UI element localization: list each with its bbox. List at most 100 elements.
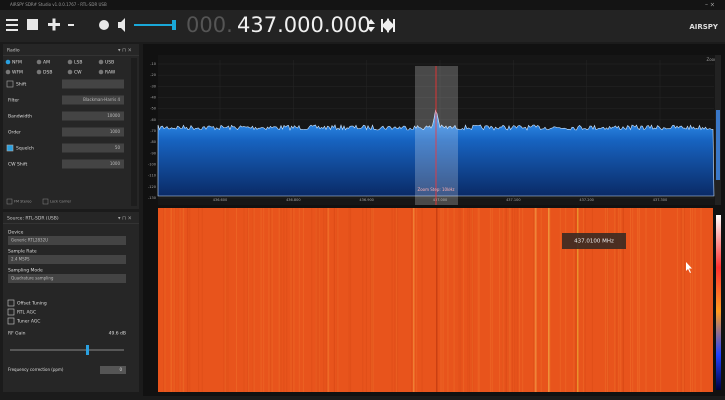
waterfall-noise (690, 208, 691, 392)
x-scale-label: 436.900 (359, 198, 373, 202)
waterfall-noise (254, 208, 255, 392)
window-controls[interactable]: – × (705, 2, 715, 9)
check-label: RTL AGC (17, 310, 36, 316)
checkbox[interactable] (7, 145, 13, 151)
waterfall-noise (533, 208, 534, 392)
field-value: 1000 (110, 129, 121, 134)
waterfall-noise (283, 208, 284, 392)
field-label: Bandwidth (8, 114, 32, 120)
waterfall-noise (223, 208, 224, 392)
waterfall-noise (323, 208, 324, 392)
waterfall-noise (244, 208, 245, 392)
stop-button[interactable] (27, 19, 38, 30)
tooltip-text: 437.0100 MHz (574, 239, 614, 245)
mode-radio[interactable] (37, 70, 42, 75)
mode-radio[interactable] (6, 70, 11, 75)
mode-radio[interactable] (99, 70, 104, 75)
panel-controls[interactable]: ▾ ⊓ × (118, 48, 132, 54)
y-scale-label: -110 (148, 174, 156, 178)
center-label: Zoom Step: 10kHz (417, 187, 454, 192)
x-scale-label: 437.100 (506, 198, 520, 202)
gain-knob[interactable] (86, 345, 89, 355)
waterfall-noise (337, 208, 338, 392)
waterfall-noise (519, 208, 520, 392)
mode-radio[interactable] (68, 70, 73, 75)
x-scale-label: 437.200 (579, 198, 593, 202)
waterfall-noise (639, 208, 640, 392)
waterfall (158, 208, 713, 392)
waterfall-noise (318, 208, 319, 392)
waterfall-noise (163, 208, 164, 392)
mode-label: AM (43, 60, 50, 66)
waterfall-noise (236, 208, 237, 392)
y-scale-label: -70 (150, 129, 156, 133)
y-scale-label: -120 (148, 185, 156, 189)
waterfall-noise (349, 208, 350, 392)
mode-radio[interactable] (37, 60, 42, 65)
waterfall-noise (499, 208, 500, 392)
waterfall-noise (261, 208, 262, 392)
ppm-input[interactable] (100, 366, 126, 374)
x-scale-label: 436.600 (213, 198, 227, 202)
gain-value: 49.6 dB (109, 331, 126, 337)
signal-trace (535, 208, 537, 392)
add-button[interactable] (53, 19, 56, 31)
field-input[interactable] (62, 80, 124, 89)
waterfall-noise (630, 208, 631, 392)
waterfall-noise (443, 208, 444, 392)
volume-knob[interactable] (172, 20, 176, 30)
waterfall-noise (701, 208, 702, 392)
spectrum-contrast[interactable] (716, 110, 720, 180)
waterfall-noise (692, 208, 693, 392)
waterfall-noise (299, 208, 300, 392)
waterfall-noise (311, 208, 312, 392)
waterfall-noise (370, 208, 371, 392)
x-scale-label: 436.800 (286, 198, 300, 202)
waterfall-noise (514, 208, 515, 392)
radio-panel: Radio ▾ ⊓ × NFMAMLSBUSBWFMDSBCWRAWShiftF… (3, 44, 139, 209)
y-scale-label: -50 (150, 107, 156, 111)
waterfall-noise (316, 208, 317, 392)
y-scale-label: -20 (150, 73, 156, 77)
menu-icon[interactable] (6, 24, 18, 26)
frequency-display[interactable]: 437.000.000 (237, 13, 371, 37)
mode-radio[interactable] (99, 60, 104, 65)
waterfall-noise (350, 208, 351, 392)
waterfall-noise (187, 208, 188, 392)
panel-controls[interactable]: ▾ ⊓ × (118, 216, 132, 222)
filter-band[interactable] (415, 66, 458, 205)
waterfall-noise (179, 208, 180, 392)
waterfall-noise (479, 208, 480, 392)
settings-button[interactable] (99, 20, 109, 30)
waterfall-noise (397, 208, 398, 392)
waterfall-noise (303, 208, 304, 392)
menu-icon[interactable] (6, 29, 18, 31)
field-label: Filter (8, 98, 19, 104)
field-value: 10000 (107, 113, 120, 118)
gain-label: RF Gain (8, 331, 26, 337)
minus-button[interactable] (68, 24, 74, 26)
y-scale-label: -30 (150, 84, 156, 88)
waterfall-noise (366, 208, 367, 392)
waterfall-noise (247, 208, 248, 392)
waterfall-noise (362, 208, 363, 392)
y-scale-label: -60 (150, 118, 156, 122)
field-value: 1000 (110, 161, 121, 166)
mode-radio[interactable] (6, 60, 11, 65)
waterfall-noise (560, 208, 561, 392)
scrollbar[interactable] (131, 58, 137, 206)
waterfall-noise (549, 208, 550, 392)
waterfall-noise (372, 208, 373, 392)
y-scale-label: -100 (148, 163, 156, 167)
menu-icon[interactable] (6, 19, 18, 21)
mode-radio[interactable] (68, 60, 73, 65)
mode-label: CW (74, 70, 82, 76)
waterfall-noise (281, 208, 282, 392)
signal-trace (436, 208, 438, 392)
waterfall-noise (478, 208, 479, 392)
waterfall-noise (394, 208, 395, 392)
waterfall-noise (328, 208, 329, 392)
waterfall-noise (334, 208, 335, 392)
waterfall-noise (684, 208, 685, 392)
title-bar (0, 0, 725, 10)
